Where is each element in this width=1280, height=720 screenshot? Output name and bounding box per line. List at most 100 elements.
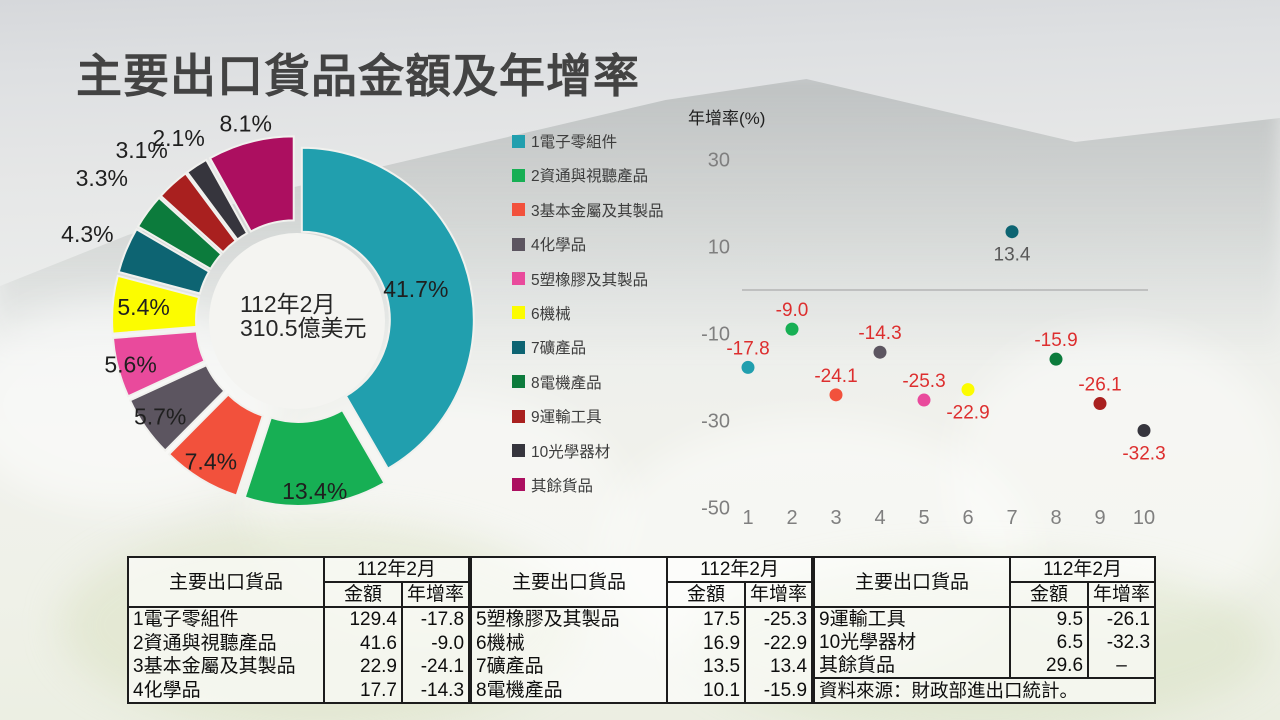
export-table-2: 主要出口貨品 112年2月 金額 年增率 5塑橡膠及其製品 17.5 -25.3 6機械 16.… <box>470 556 814 704</box>
scatter-y-axis-title: 年增率(%) <box>688 109 766 128</box>
y-tick-label: -30 <box>701 411 730 433</box>
y-tick-label: 30 <box>708 150 730 172</box>
scatter-value-label-9: -26.1 <box>1078 375 1121 396</box>
legend-label: 其餘貨品 <box>531 477 594 495</box>
cell-category: 3基本金屬及其製品 <box>128 654 325 679</box>
legend-label: 3基本金屬及其製品 <box>531 202 664 220</box>
x-tick-label: 4 <box>874 507 885 529</box>
legend-item-3: 3基本金屬及其製品 <box>512 199 664 221</box>
scatter-point-7 <box>1005 225 1019 239</box>
scatter-value-label-10: -32.3 <box>1122 444 1165 465</box>
scatter-point-8 <box>1049 352 1063 366</box>
scatter-point-1 <box>741 360 755 374</box>
table-row: 4化學品 17.7 -14.3 <box>128 678 469 703</box>
cell-yoy: -22.9 <box>763 632 808 654</box>
table-header-amount: 金額 <box>324 582 403 608</box>
y-tick-label: 10 <box>708 237 730 259</box>
donut-label-11: 8.1% <box>219 111 271 137</box>
donut-center-period: 112年2月 <box>240 291 336 317</box>
scatter-value-label-2: -9.0 <box>776 300 809 321</box>
scatter-value-label-3: -24.1 <box>814 366 857 387</box>
cell-yoy: -26.1 <box>1106 609 1151 630</box>
y-tick-label: -10 <box>701 324 730 346</box>
export-table-1: 主要出口貨品 112年2月 金額 年增率 1電子零組件 129.4 -17.8 2資通與視聽產… <box>127 556 471 704</box>
legend-item-2: 2資通與視聽產品 <box>512 164 664 186</box>
x-tick-label: 10 <box>1133 507 1155 529</box>
table-row: 5塑橡膠及其製品 17.5 -25.3 <box>471 607 812 632</box>
donut-label-4: 5.7% <box>134 404 186 430</box>
legend-item-4: 4化學品 <box>512 233 664 255</box>
donut-label-10: 2.1% <box>152 125 204 151</box>
donut-label-2: 13.4% <box>282 478 347 504</box>
legend-label: 7礦產品 <box>531 340 587 358</box>
donut-slice-7 <box>117 227 211 295</box>
legend-swatch <box>512 444 525 458</box>
donut-slice-3 <box>167 393 265 497</box>
cell-category: 2資通與視聽產品 <box>128 631 325 655</box>
cell-yoy: -32.3 <box>1106 632 1151 653</box>
cell-amount: 13.5 <box>667 654 747 679</box>
donut-center-label: 112年2月 310.5億美元 <box>240 292 367 340</box>
scatter-value-label-6: -22.9 <box>946 403 989 424</box>
legend-swatch <box>512 340 525 354</box>
legend-swatch <box>512 272 525 286</box>
x-tick-label: 8 <box>1050 507 1061 529</box>
cell-yoy: -25.3 <box>763 609 808 631</box>
cell-amount: 6.5 <box>1010 631 1090 654</box>
table-row: 8電機產品 10.1 -15.9 <box>471 678 812 703</box>
table-header-period: 112年2月 <box>324 557 470 583</box>
chart-legend: 1電子零組件 2資通與視聽產品 3基本金屬及其製品 4化學品 5塑橡膠及其製品 6機械 7礦… <box>512 130 664 496</box>
donut-label-6: 5.4% <box>117 294 169 320</box>
cell-category: 9運輸工具 <box>814 607 1012 631</box>
donut-slice-4 <box>128 363 226 452</box>
cell-yoy: -14.3 <box>420 679 465 701</box>
legend-label: 10光學器材 <box>531 443 611 461</box>
table-header-category: 主要出口貨品 <box>814 557 1012 608</box>
cell-amount: 17.7 <box>324 678 403 703</box>
table-header-amount: 金額 <box>667 582 747 608</box>
cell-amount: 16.9 <box>667 631 747 655</box>
scatter-value-label-4: -14.3 <box>858 323 901 344</box>
table-header-yoy: 年增率 <box>1088 582 1156 608</box>
cell-amount: 129.4 <box>324 607 403 632</box>
cell-yoy: 13.4 <box>770 656 808 678</box>
cell-amount: 22.9 <box>324 654 403 679</box>
legend-label: 1電子零組件 <box>531 134 618 151</box>
cell-category: 10光學器材 <box>814 631 1012 654</box>
table-row: 10光學器材 6.5 -32.3 <box>814 631 1155 654</box>
donut-center-total: 310.5億美元 <box>240 315 367 341</box>
source-note: 資料來源：財政部進出口統計。 <box>814 677 1156 703</box>
x-tick-label: 9 <box>1094 507 1105 529</box>
x-tick-label: 2 <box>786 507 797 529</box>
legend-swatch <box>512 375 525 389</box>
scatter-chart: 30 10 -10 -30 -50 1 2 3 4 5 6 7 8 9 10 -17.8 -9.0 -24.1 -1… <box>701 150 1166 530</box>
table-row: 其餘貨品 29.6 – <box>814 654 1155 678</box>
x-tick-label: 6 <box>962 507 973 529</box>
scatter-point-10 <box>1137 424 1151 438</box>
cell-yoy: -15.9 <box>763 679 808 701</box>
y-tick-label: -50 <box>701 498 730 520</box>
scatter-point-2 <box>785 322 799 336</box>
cell-category: 6機械 <box>471 631 669 655</box>
legend-label: 2資通與視聽產品 <box>531 168 649 186</box>
legend-item-5: 5塑橡膠及其製品 <box>512 268 664 290</box>
legend-item-8: 8電機產品 <box>512 371 664 393</box>
table-row: 3基本金屬及其製品 22.9 -24.1 <box>128 654 469 679</box>
legend-swatch <box>512 237 525 251</box>
cell-amount: 9.5 <box>1010 607 1090 631</box>
legend-item-11: 其餘貨品 <box>512 474 664 496</box>
scatter-value-label-7: 13.4 <box>994 245 1031 266</box>
legend-label: 6機械 <box>531 305 571 323</box>
table-header-yoy: 年增率 <box>745 582 813 608</box>
cell-yoy: -24.1 <box>420 656 465 678</box>
cell-category: 其餘貨品 <box>814 654 1012 678</box>
table-row: 7礦產品 13.5 13.4 <box>471 654 812 679</box>
x-tick-label: 3 <box>830 507 841 529</box>
donut-slice-10 <box>185 158 249 241</box>
legend-label: 9運輸工具 <box>531 409 602 427</box>
donut-slice-2 <box>243 408 386 507</box>
scatter-point-5 <box>917 393 931 407</box>
legend-item-1: 1電子零組件 <box>512 130 664 152</box>
scatter-value-label-1: -17.8 <box>726 338 769 359</box>
